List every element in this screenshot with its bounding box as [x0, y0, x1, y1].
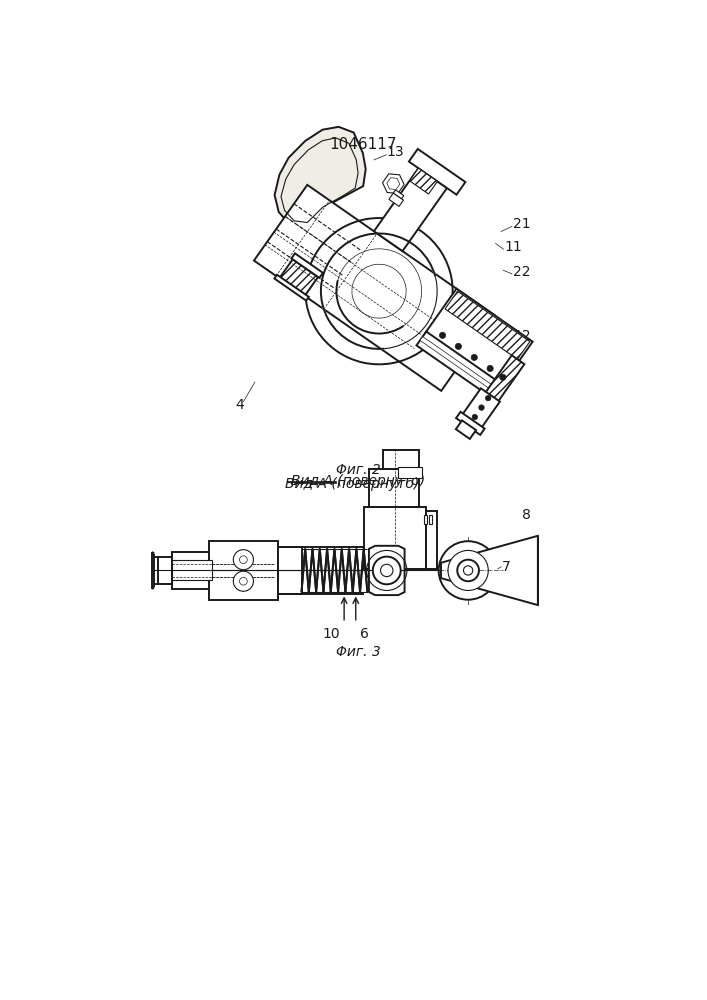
Bar	[383, 450, 419, 469]
Text: Φиг. 2: Φиг. 2	[336, 463, 380, 477]
Polygon shape	[456, 412, 485, 435]
Bar	[424, 515, 427, 524]
Polygon shape	[382, 174, 404, 193]
Polygon shape	[291, 253, 323, 278]
Polygon shape	[441, 536, 538, 605]
Circle shape	[471, 354, 477, 361]
Polygon shape	[274, 127, 366, 227]
Polygon shape	[369, 546, 404, 595]
Polygon shape	[409, 149, 465, 195]
Polygon shape	[409, 168, 438, 194]
Text: 10: 10	[322, 627, 340, 641]
Circle shape	[486, 395, 491, 401]
Polygon shape	[426, 289, 532, 386]
Text: 4: 4	[235, 398, 245, 412]
Polygon shape	[416, 332, 503, 398]
Circle shape	[240, 556, 247, 564]
Text: Вид А (повернуто): Вид А (повернуто)	[285, 477, 419, 491]
Circle shape	[438, 541, 498, 600]
Text: 8: 8	[522, 508, 531, 522]
Circle shape	[479, 405, 484, 410]
Circle shape	[464, 566, 473, 575]
Polygon shape	[420, 337, 499, 393]
Circle shape	[373, 557, 401, 584]
Bar	[172, 560, 212, 580]
Circle shape	[455, 343, 462, 349]
Polygon shape	[456, 420, 476, 439]
Bar	[279, 547, 301, 594]
Text: 21: 21	[513, 217, 531, 231]
Bar	[158, 557, 172, 584]
Circle shape	[487, 365, 493, 372]
Bar	[363, 507, 426, 569]
Text: Φиг. 3: Φиг. 3	[336, 645, 380, 659]
Polygon shape	[279, 259, 318, 296]
Polygon shape	[274, 275, 309, 301]
Bar	[172, 552, 212, 589]
Polygon shape	[393, 190, 404, 199]
Polygon shape	[389, 193, 404, 206]
Circle shape	[233, 550, 253, 570]
Text: 22: 22	[513, 265, 530, 279]
Circle shape	[448, 550, 489, 590]
Text: 1046117: 1046117	[329, 137, 397, 152]
Text: 7: 7	[501, 560, 510, 574]
Text: 13: 13	[387, 145, 404, 159]
Circle shape	[500, 374, 506, 380]
Polygon shape	[480, 355, 525, 410]
Polygon shape	[374, 168, 447, 251]
Polygon shape	[445, 291, 530, 359]
Text: 12: 12	[513, 329, 531, 343]
Bar	[426, 511, 437, 569]
Text: Вид А (повернуто): Вид А (повернуто)	[291, 474, 425, 488]
Text: 6: 6	[360, 627, 368, 641]
Circle shape	[380, 564, 393, 577]
Polygon shape	[387, 178, 400, 189]
Circle shape	[440, 332, 445, 338]
Circle shape	[457, 560, 479, 581]
Bar	[429, 515, 433, 524]
Circle shape	[240, 577, 247, 585]
Bar	[369, 469, 419, 507]
Bar	[209, 541, 279, 600]
Circle shape	[472, 414, 477, 420]
Polygon shape	[254, 185, 495, 391]
Circle shape	[233, 571, 253, 591]
Text: 11: 11	[505, 240, 522, 254]
Bar	[398, 467, 421, 478]
Polygon shape	[462, 388, 500, 428]
